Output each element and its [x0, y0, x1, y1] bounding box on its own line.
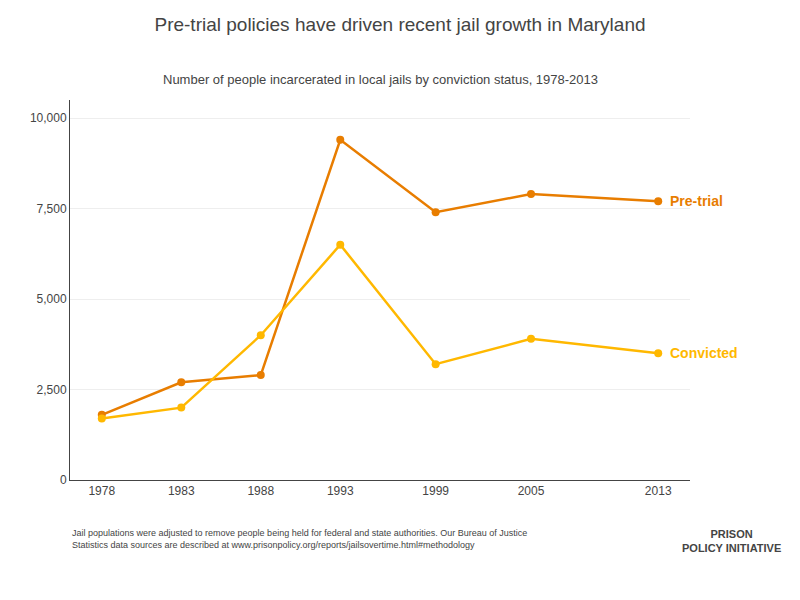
svg-text:Number of people incarcerated: Number of people incarcerated in local j…: [163, 72, 598, 87]
svg-text:5,000: 5,000: [37, 292, 67, 306]
svg-text:1993: 1993: [327, 484, 354, 498]
svg-text:1983: 1983: [168, 484, 195, 498]
svg-text:Pre-trial policies have driven: Pre-trial policies have driven recent ja…: [154, 14, 645, 35]
svg-text:7,500: 7,500: [37, 202, 67, 216]
svg-text:Jail populations were adjusted: Jail populations were adjusted to remove…: [72, 528, 527, 550]
svg-text:2013: 2013: [645, 484, 672, 498]
svg-text:10,000: 10,000: [30, 111, 67, 125]
svg-text:2,500: 2,500: [37, 383, 67, 397]
svg-text:PRISONPOLICY INITIATIVE: PRISONPOLICY INITIATIVE: [682, 528, 781, 554]
svg-text:1999: 1999: [422, 484, 449, 498]
svg-text:1978: 1978: [88, 484, 115, 498]
svg-text:0: 0: [60, 473, 67, 487]
svg-text:2005: 2005: [518, 484, 545, 498]
svg-text:Pre-trial: Pre-trial: [670, 193, 723, 209]
svg-text:1988: 1988: [247, 484, 274, 498]
svg-text:Convicted: Convicted: [670, 345, 738, 361]
